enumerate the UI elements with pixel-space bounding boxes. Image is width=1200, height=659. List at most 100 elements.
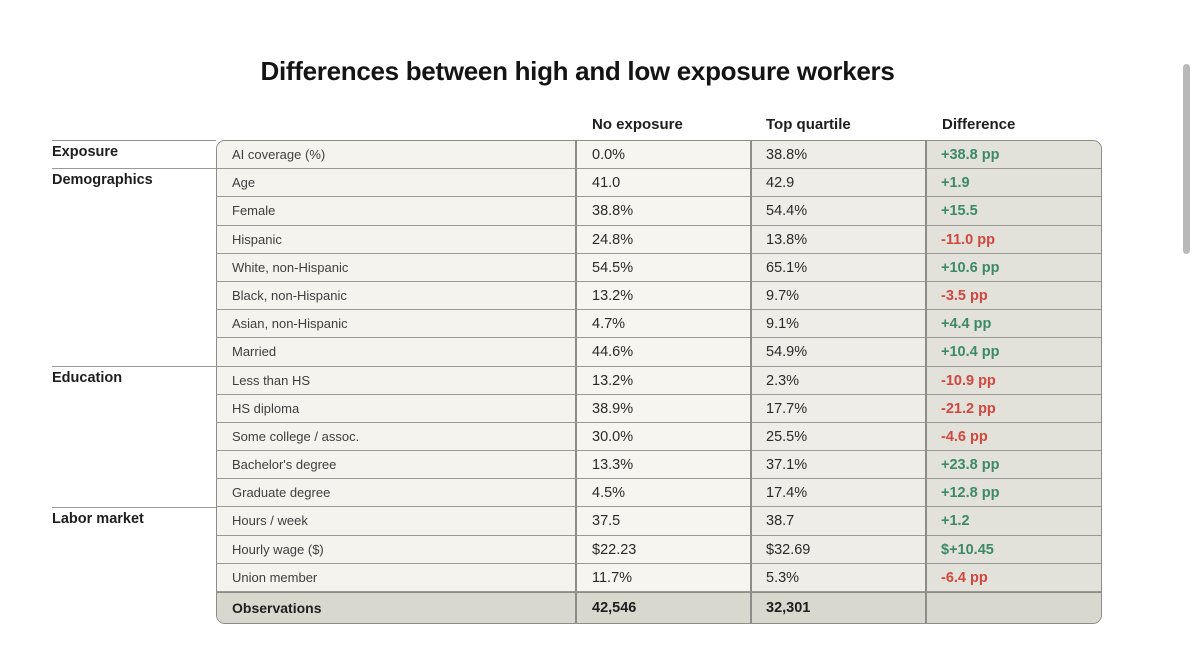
value-no-exposure: 44.6% (592, 344, 634, 361)
value-top-quartile: 38.8% (766, 147, 808, 163)
observations-no-exposure: 42,546 (592, 600, 637, 616)
value-difference: +1.9 (941, 175, 970, 192)
table-row: Asian, non-Hispanic 4.7% 9.1% +4.4 pp (217, 310, 1101, 339)
value-difference: -11.0 pp (941, 231, 995, 248)
column-divider (925, 141, 927, 623)
row-label: Hourly wage ($) (232, 541, 324, 557)
header-difference: Difference (942, 116, 1016, 133)
table-row: AI coverage (%) 0.0% 38.8% +38.8 pp (217, 141, 1101, 170)
value-top-quartile: 9.1% (766, 316, 800, 333)
group-separator-top (52, 140, 216, 141)
value-top-quartile: 2.3% (766, 372, 800, 389)
value-no-exposure: $22.23 (592, 541, 637, 558)
row-label: Age (232, 175, 256, 191)
value-difference: -3.5 pp (941, 287, 988, 304)
table-row: Black, non-Hispanic 13.2% 9.7% -3.5 pp (217, 282, 1101, 311)
group-label: Labor market (52, 510, 144, 527)
table-row: Less than HS 13.2% 2.3% -10.9 pp (217, 367, 1101, 395)
value-top-quartile: 65.1% (766, 259, 808, 276)
value-no-exposure: 0.0% (592, 147, 626, 163)
value-top-quartile: 54.4% (766, 203, 808, 220)
row-label: Hispanic (232, 231, 282, 247)
observations-top-quartile: 32,301 (766, 600, 811, 616)
row-label: Some college / assoc. (232, 428, 360, 444)
value-no-exposure: 38.9% (592, 400, 634, 417)
table-row: Some college / assoc. 30.0% 25.5% -4.6 pp (217, 423, 1101, 452)
value-no-exposure: 24.8% (592, 231, 634, 248)
row-label: Union member (232, 569, 318, 585)
group-separator (52, 365, 216, 367)
header-top-quartile: Top quartile (766, 116, 851, 133)
table-row: HS diploma 38.9% 17.7% -21.2 pp (217, 395, 1101, 423)
value-no-exposure: 30.0% (592, 428, 634, 445)
value-no-exposure: 37.5 (592, 513, 621, 530)
row-label: Asian, non-Hispanic (232, 316, 348, 332)
value-no-exposure: 4.5% (592, 485, 626, 502)
table-row: Hours / week 37.5 38.7 +1.2 (217, 507, 1101, 536)
value-top-quartile: 37.1% (766, 457, 808, 474)
row-label: Less than HS (232, 372, 311, 388)
group-separator (52, 506, 216, 508)
value-difference: -6.4 pp (941, 569, 988, 586)
table-row: White, non-Hispanic 54.5% 65.1% +10.6 pp (217, 254, 1101, 282)
value-top-quartile: $32.69 (766, 541, 811, 558)
value-difference: +10.6 pp (941, 259, 1000, 276)
table-row: Bachelor's degree 13.3% 37.1% +23.8 pp (217, 451, 1101, 480)
value-difference: -21.2 pp (941, 400, 996, 417)
group-separator (52, 168, 216, 170)
table-row: Married 44.6% 54.9% +10.4 pp (217, 338, 1101, 367)
value-top-quartile: 38.7 (766, 513, 795, 530)
group-label: Demographics (52, 172, 153, 189)
col-bg-label (217, 141, 575, 623)
observations-row: Observations 42,546 32,301 (217, 592, 1101, 623)
row-label: Female (232, 203, 276, 219)
value-no-exposure: 11.7% (592, 569, 633, 586)
value-difference: +12.8 pp (941, 485, 1000, 502)
header-no-exposure: No exposure (592, 116, 683, 133)
value-top-quartile: 9.7% (766, 287, 800, 304)
value-top-quartile: 42.9 (766, 175, 795, 192)
row-label: AI coverage (%) (232, 147, 326, 162)
table-row: Hispanic 24.8% 13.8% -11.0 pp (217, 226, 1101, 254)
value-no-exposure: 13.3% (592, 457, 634, 474)
row-label: Hours / week (232, 513, 308, 529)
column-divider (575, 141, 577, 623)
value-difference: +15.5 (941, 203, 978, 220)
value-difference: +4.4 pp (941, 316, 992, 333)
value-no-exposure: 54.5% (592, 259, 634, 276)
column-divider (750, 141, 752, 623)
value-top-quartile: 17.4% (766, 485, 808, 502)
row-label: HS diploma (232, 400, 300, 416)
row-label: Married (232, 344, 277, 360)
value-no-exposure: 38.8% (592, 203, 634, 220)
value-difference: -10.9 pp (941, 372, 996, 389)
row-label: White, non-Hispanic (232, 259, 349, 275)
data-table: AI coverage (%) 0.0% 38.8% +38.8 pp Age 41.0 4… (216, 140, 1102, 624)
observations-label: Observations (232, 600, 322, 616)
value-difference: +1.2 (941, 513, 970, 530)
group-label: Education (52, 369, 123, 386)
value-top-quartile: 54.9% (766, 344, 808, 361)
row-label: Black, non-Hispanic (232, 287, 347, 303)
value-no-exposure: 41.0 (592, 175, 621, 192)
value-no-exposure: 13.2% (592, 372, 634, 389)
table-body: AI coverage (%) 0.0% 38.8% +38.8 pp Age 41.0 4… (217, 141, 1101, 592)
value-top-quartile: 13.8% (766, 231, 808, 248)
col-bg-top-quartile (750, 141, 925, 623)
value-top-quartile: 25.5% (766, 428, 808, 445)
value-no-exposure: 13.2% (592, 287, 634, 304)
value-difference: +10.4 pp (941, 344, 1000, 361)
value-difference: -4.6 pp (941, 428, 988, 445)
value-difference: +38.8 pp (941, 147, 1000, 163)
group-label: Exposure (52, 144, 119, 160)
value-top-quartile: 5.3% (766, 569, 800, 586)
table-row: Hourly wage ($) $22.23 $32.69 $+10.45 (217, 536, 1101, 564)
value-difference: $+10.45 (941, 541, 994, 558)
table-row: Age 41.0 42.9 +1.9 (217, 169, 1101, 198)
scrollbar-thumb[interactable] (1183, 64, 1190, 254)
table-row: Female 38.8% 54.4% +15.5 (217, 197, 1101, 226)
row-label: Graduate degree (232, 485, 331, 501)
value-top-quartile: 17.7% (766, 400, 808, 417)
value-no-exposure: 4.7% (592, 316, 626, 333)
page-title: Differences between high and low exposur… (260, 56, 895, 86)
